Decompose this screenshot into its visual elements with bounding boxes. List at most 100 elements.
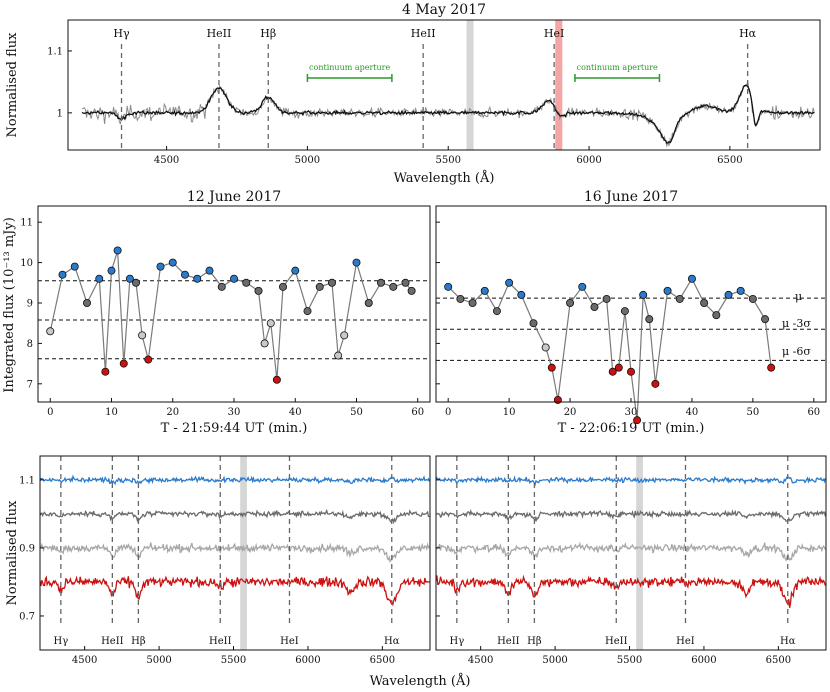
light-curve-point [138, 331, 147, 340]
top-line-markers: Hγ HeII Hβ HeII HeI Hα [113, 27, 757, 150]
line-label: Hγ [53, 636, 68, 647]
bl-x-ticks: 4500 5000 5500 6000 6500 [72, 646, 395, 666]
bl-x-tick-label: 6000 [295, 655, 320, 666]
top-y-ticks: 11.1 [47, 46, 72, 119]
light-curve-point [663, 286, 672, 295]
top-x-tick-label: 4500 [154, 155, 179, 166]
light-curve-point [645, 315, 654, 324]
red-band [555, 20, 563, 150]
mr-level-label-3sigma: μ -3σ [782, 317, 811, 330]
bl-x-tick-label: 5500 [221, 655, 246, 666]
line-label: HeII [605, 636, 628, 647]
br-spectra [435, 475, 827, 608]
aperture-label: continuum aperture [309, 63, 390, 72]
light-curve-point [254, 286, 263, 295]
line-label: Hα [739, 27, 757, 40]
light-curve-point [590, 303, 599, 312]
ml-xticks-tick-label: 60 [411, 407, 424, 418]
light-curve-point [119, 359, 128, 368]
light-curve-point [364, 298, 373, 307]
bl-x-tick-label: 5000 [146, 655, 171, 666]
aperture-label: continuum aperture [577, 63, 658, 72]
top-spectrum-panel: Hγ HeII Hβ HeII HeI Hα continuum aperture cont… [5, 2, 821, 186]
spectra-12-june: Hγ HeII Hβ HeII HeI Hα 4500 5000 5500 6000 6500 0… [5, 455, 431, 666]
light-curve-point [602, 294, 611, 303]
ml-yticks-tick-label: 11 [20, 218, 33, 229]
line-label: Hα [384, 636, 400, 647]
light-curve-point [113, 246, 122, 255]
spectrum-2 [435, 541, 827, 562]
light-curve-point [58, 270, 67, 279]
light-curve-point [95, 274, 104, 283]
light-curve-point [131, 278, 140, 287]
spectrum-3 [39, 575, 430, 607]
light-curve-point [444, 282, 453, 291]
light-curve-point [651, 379, 660, 388]
light-curve-point [229, 274, 238, 283]
light-curve-point [547, 363, 556, 372]
light-curve-point [242, 278, 251, 287]
mr-xticks-tick-label: 0 [445, 407, 451, 418]
mr-xticks-tick-label: 20 [564, 407, 577, 418]
br-frame [435, 455, 827, 651]
line-label: HeI [544, 27, 564, 40]
ml-sigma-levels [38, 280, 430, 360]
bl-bands [240, 456, 247, 650]
top-xlabel: Wavelength (Å) [394, 170, 495, 186]
light-curve-point [315, 282, 324, 291]
light-curve-point [736, 286, 745, 295]
light-curve-point [761, 315, 770, 324]
light-curve-point [566, 298, 575, 307]
light-curve-point [376, 278, 385, 287]
top-spectrum-smooth [81, 84, 815, 144]
light-curve-point [748, 294, 757, 303]
top-x-tick-label: 5000 [295, 155, 320, 166]
bottom-ylabel: Normalised flux [5, 500, 20, 606]
mr-sigma-levels [436, 297, 826, 361]
line-label: Hβ [260, 27, 276, 40]
light-curve-point [529, 319, 538, 328]
light-curve-point [266, 319, 275, 328]
light-curve-point [291, 266, 300, 275]
bl-x-tick-label: 4500 [72, 655, 97, 666]
ml-xticks-tick-label: 30 [228, 407, 241, 418]
mr-xlabel: T - 22:06:19 UT (min.) [558, 421, 705, 436]
ml-light-curve-points [46, 246, 416, 384]
bl-frame [39, 455, 431, 651]
light-curve-point [180, 270, 189, 279]
light-curve-point [101, 367, 110, 376]
line-label: Hα [780, 636, 796, 647]
top-frame [67, 19, 821, 151]
light-curve-16-june: 0 10 20 30 40 50 60 μ μ -3σ μ -6σ 16 June 2017… [435, 189, 827, 436]
light-curve-point [156, 262, 165, 271]
bl-line-markers: Hγ HeII Hβ HeII HeI Hα [53, 456, 400, 647]
ml-x-ticks: 0 10 20 30 40 50 60 [47, 398, 424, 418]
light-curve-point [168, 258, 177, 267]
light-curve-point [700, 298, 709, 307]
bl-y-tick-label: 1.1 [19, 475, 35, 486]
br-bands [636, 456, 643, 650]
continuum-apertures: continuum aperture continuum aperture [306, 63, 661, 82]
line-label: Hγ [113, 27, 130, 40]
top-x-tick-label: 5500 [435, 155, 460, 166]
line-label: HeI [280, 636, 299, 647]
bl-y-tick-label: 0.7 [19, 611, 35, 622]
light-curve-point [144, 355, 153, 364]
ml-yticks-tick-label: 9 [27, 298, 33, 309]
light-curve-point [125, 274, 134, 283]
br-y-ticks [436, 479, 440, 617]
light-curve-point [260, 339, 269, 348]
light-curve-point [633, 416, 642, 425]
mr-xticks-tick-label: 50 [747, 407, 760, 418]
br-x-tick-label: 5500 [617, 655, 642, 666]
br-x-tick-label: 6000 [691, 655, 716, 666]
bl-spectra [39, 474, 431, 607]
spectrum-1 [435, 508, 827, 522]
light-curve-point [303, 307, 312, 316]
light-curve-point [278, 282, 287, 291]
bottom-xlabel: Wavelength (Å) [370, 673, 471, 689]
spectrum-1 [39, 508, 430, 525]
top-ylabel: Normalised flux [5, 32, 20, 138]
br-x-ticks: 4500 5000 5500 6000 6500 [468, 646, 791, 666]
light-curve-point [407, 286, 416, 295]
